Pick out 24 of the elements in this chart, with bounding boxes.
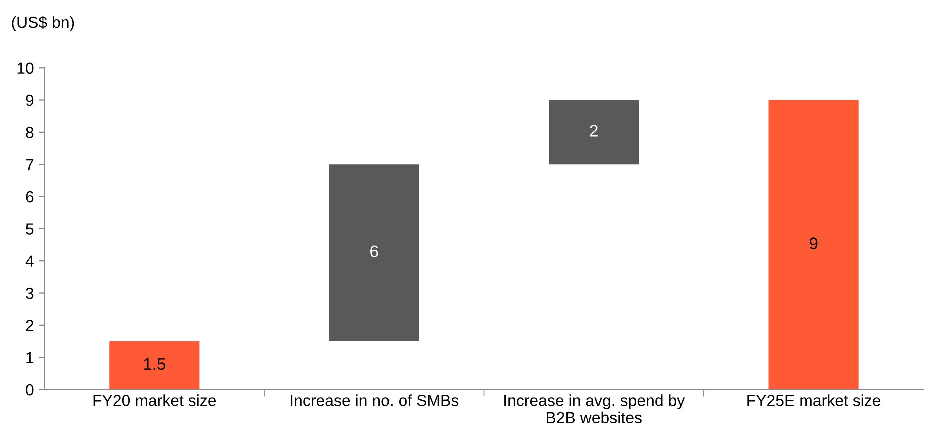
bar — [110, 342, 200, 390]
data-label: 1.5 — [144, 358, 166, 370]
bar — [329, 164, 420, 342]
y-tick-label: 4 — [26, 256, 34, 267]
y-tick-label: 0 — [26, 384, 34, 396]
y-tick-label: 6 — [26, 191, 34, 203]
bar — [768, 100, 859, 390]
data-label: 2 — [590, 125, 598, 137]
y-tick-label: 7 — [26, 159, 34, 170]
y-axis-title: (US$ bn) — [12, 16, 74, 32]
x-tick-label: Increase in no. of SMBs — [291, 394, 459, 406]
y-tick-label: 2 — [26, 320, 34, 332]
x-tick-label: Increase in avg. spend by B2B websites — [504, 394, 686, 424]
y-tick-label: 1 — [26, 352, 34, 364]
y-tick-label: 8 — [26, 127, 34, 138]
y-tick-label: 5 — [26, 224, 34, 235]
data-label: 9 — [810, 238, 818, 250]
y-tick-label: 9 — [26, 94, 34, 106]
y-tick-label: 10 — [18, 62, 34, 74]
x-tick-label: FY20 market size — [94, 394, 216, 406]
y-tick-label: 3 — [26, 288, 34, 300]
x-tick-label: FY25E market size — [748, 394, 881, 406]
bar — [549, 100, 640, 165]
data-label: 6 — [370, 246, 378, 258]
